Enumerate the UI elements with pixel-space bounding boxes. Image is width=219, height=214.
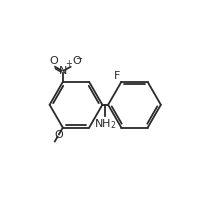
- Text: NH$_2$: NH$_2$: [94, 117, 117, 131]
- Text: O: O: [54, 131, 63, 140]
- Text: O: O: [72, 56, 81, 66]
- Text: N: N: [59, 66, 67, 76]
- Text: F: F: [114, 71, 120, 81]
- Text: O: O: [49, 56, 58, 66]
- Text: −: −: [75, 54, 82, 63]
- Text: +: +: [65, 59, 72, 68]
